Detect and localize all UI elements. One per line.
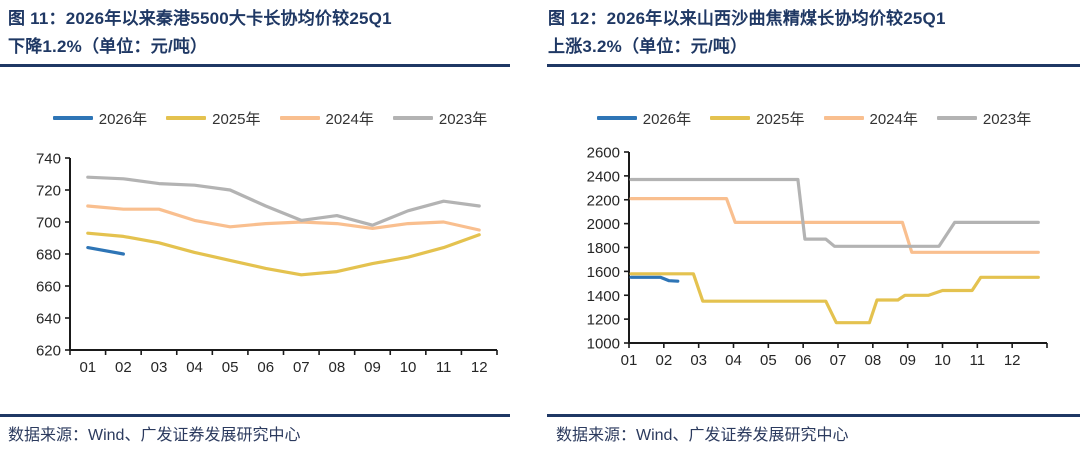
figure12-title-rule [547, 64, 1080, 67]
series-line-2025年 [629, 272, 1040, 325]
x-tick-label: 11 [436, 359, 452, 376]
legend-label: 2025年 [212, 110, 261, 128]
figure11-data-source: 数据来源：Wind、广发证券发展研究中心 [8, 427, 301, 444]
legend-swatch-2025年 [710, 116, 751, 120]
legend-item: 2023年 [392, 108, 488, 129]
legend-swatch-2026年 [596, 116, 637, 120]
legend-swatch-2023年 [392, 116, 433, 120]
y-tick-label: 680 [36, 247, 61, 264]
x-tick-label: 12 [471, 359, 488, 376]
x-tick-label: 03 [151, 359, 168, 376]
y-tick-label: 720 [36, 183, 61, 200]
legend-swatch-2024年 [279, 116, 320, 120]
legend-label: 2024年 [869, 110, 918, 128]
legend-item: 2025年 [710, 108, 805, 129]
legend-item: 2026年 [52, 108, 148, 129]
series-line-2026年 [86, 246, 126, 256]
x-tick-label: 02 [655, 352, 672, 369]
x-tick-label: 10 [934, 352, 951, 369]
legend-item: 2025年 [166, 108, 261, 129]
x-tick-label: 09 [364, 359, 381, 376]
y-tick-label: 1000 [587, 336, 620, 353]
figure11-source-rule [0, 414, 510, 417]
legend-item: 2024年 [279, 108, 374, 129]
figure12-title-line2: 上涨3.2%（单位：元/吨） [548, 37, 748, 56]
legend-label: 2023年 [438, 110, 488, 128]
series-line-2025年 [86, 231, 481, 277]
x-tick-label: 05 [760, 352, 777, 369]
figure11-title-line2: 下降1.2%（单位：元/吨） [8, 37, 208, 56]
x-tick-label: 10 [400, 359, 417, 376]
legend-item: 2024年 [823, 108, 918, 129]
legend-swatch-2025年 [166, 116, 207, 120]
y-tick-label: 2200 [587, 192, 620, 209]
y-tick-label: 2600 [587, 145, 620, 162]
legend-label: 2025年 [756, 110, 805, 128]
y-tick-label: 1400 [587, 288, 620, 305]
series-line-2024年 [86, 204, 481, 232]
x-tick-label: 12 [1004, 352, 1021, 369]
figure12-source-rule [547, 414, 1080, 417]
legend-label: 2023年 [982, 110, 1032, 128]
x-tick-label: 08 [864, 352, 881, 369]
figure12-data-source: 数据来源：Wind、广发证券发展研究中心 [556, 427, 849, 444]
y-tick-label: 700 [36, 215, 61, 232]
y-tick-label: 620 [36, 343, 61, 360]
figure11-title-rule [0, 64, 510, 67]
x-tick-label: 11 [970, 352, 986, 369]
x-tick-label: 01 [621, 352, 638, 369]
legend-item: 2026年 [596, 108, 692, 129]
x-tick-label: 07 [830, 352, 847, 369]
figure12-title: 图 12：2026年以来山西沙曲焦精煤长协均价较25Q1 上涨3.2%（单位：元… [548, 5, 1072, 61]
x-tick-label: 04 [186, 359, 203, 376]
y-tick-label: 1800 [587, 240, 620, 257]
figure12-title-line1: 图 12：2026年以来山西沙曲焦精煤长协均价较25Q1 [548, 9, 946, 28]
legend-swatch-2023年 [936, 116, 977, 120]
x-tick-label: 01 [79, 359, 96, 376]
x-tick-label: 07 [293, 359, 310, 376]
legend-label: 2024年 [325, 110, 374, 128]
x-tick-label: 06 [795, 352, 812, 369]
series-line-2023年 [86, 175, 481, 227]
series-line-2026年 [629, 275, 680, 283]
y-tick-label: 660 [36, 279, 61, 296]
y-tick-label: 740 [36, 151, 61, 168]
figure11-title: 图 11：2026年以来秦港5500大卡长协均价较25Q1 下降1.2%（单位：… [8, 5, 510, 61]
x-tick-label: 02 [115, 359, 132, 376]
y-tick-label: 1200 [587, 312, 620, 329]
x-tick-label: 05 [222, 359, 239, 376]
figure11-title-line1: 图 11：2026年以来秦港5500大卡长协均价较25Q1 [8, 9, 392, 28]
x-tick-label: 09 [899, 352, 916, 369]
x-tick-label: 04 [725, 352, 742, 369]
y-tick-label: 2000 [587, 216, 620, 233]
x-tick-label: 06 [257, 359, 274, 376]
y-tick-label: 640 [36, 311, 61, 328]
x-tick-label: 08 [329, 359, 346, 376]
figure11-legend: 2026年 2025年 2024年 2023年 [0, 105, 540, 131]
series-line-2024年 [629, 197, 1040, 254]
y-tick-label: 2400 [587, 168, 620, 185]
legend-swatch-2024年 [823, 116, 864, 120]
legend-label: 2026年 [98, 110, 148, 128]
legend-item: 2023年 [936, 108, 1032, 129]
legend-swatch-2026年 [52, 116, 93, 120]
series-line-2023年 [629, 177, 1040, 248]
x-tick-label: 03 [690, 352, 707, 369]
legend-label: 2026年 [642, 110, 692, 128]
figure12-legend: 2026年 2025年 2024年 2023年 [548, 105, 1080, 131]
y-tick-label: 1600 [587, 264, 620, 281]
